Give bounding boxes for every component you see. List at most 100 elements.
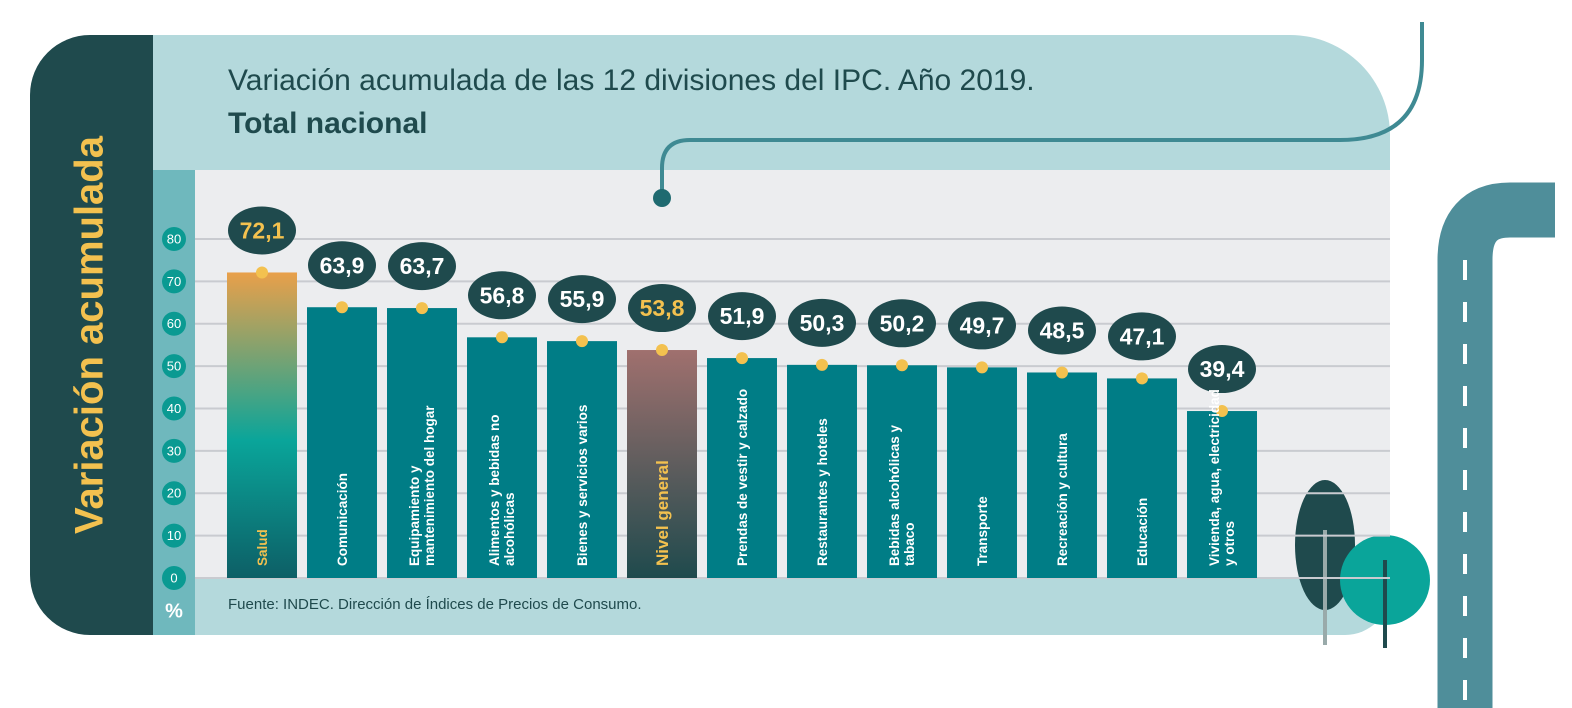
value-label: 63,7 (400, 253, 445, 279)
y-tick-marker (162, 566, 186, 590)
x-tick-label: Comunicación (307, 382, 377, 572)
chart-subtitle: Total nacional (228, 107, 427, 140)
bar (627, 350, 697, 578)
value-label: 39,4 (1200, 356, 1245, 382)
y-tick-label: 70 (167, 274, 181, 289)
value-badge (388, 242, 456, 291)
y-tick-label: 20 (167, 486, 181, 501)
x-tick-label: Alimentos y bebidas no alcohólicas (467, 382, 537, 572)
bar-top-dot (656, 344, 668, 357)
value-label: 53,8 (640, 295, 685, 321)
value-label: 56,8 (480, 282, 525, 308)
value-label: 50,2 (880, 310, 925, 336)
bar (1107, 378, 1177, 578)
bar (707, 358, 777, 578)
x-tick-label: Restaurantes y hoteles (787, 382, 857, 572)
bar (467, 337, 537, 578)
bar (307, 307, 377, 578)
y-tick-marker (162, 311, 186, 336)
x-tick-label: Salud (227, 382, 297, 572)
bar-top-dot (1216, 405, 1228, 418)
value-badge (628, 284, 696, 333)
x-tick-label: Vivienda, agua, electricidad y otros (1187, 382, 1257, 572)
value-badge (308, 241, 376, 290)
value-label: 47,1 (1120, 323, 1165, 349)
category-text: Restaurantes y hoteles (814, 418, 830, 566)
value-badge (228, 206, 296, 255)
category-text: Recreación y cultura (1054, 433, 1070, 566)
bar-top-dot (896, 359, 908, 372)
bar-top-dot (336, 301, 348, 314)
y-tick-marker (162, 269, 186, 294)
value-label: 55,9 (560, 286, 605, 312)
value-badge (868, 299, 936, 348)
y-tick-label: 60 (167, 316, 181, 331)
value-badge (788, 298, 856, 347)
source: Fuente: INDEC. Dirección de Índices de P… (228, 596, 642, 613)
bar (547, 341, 617, 578)
decor-line (660, 22, 1424, 196)
bar-top-dot (1136, 372, 1148, 385)
y-tick-marker (162, 523, 186, 548)
value-badge (1108, 312, 1176, 361)
bar-top-dot (256, 266, 268, 279)
side-band (30, 35, 153, 635)
category-text: Bebidas alcohólicas y tabaco (887, 424, 917, 566)
category-text: Comunicación (334, 472, 350, 566)
decor-dot (653, 189, 671, 207)
value-badge (468, 271, 536, 320)
x-tick-label: Prendas de vestir y calzado (707, 382, 777, 572)
bar (1187, 411, 1257, 578)
bar (1027, 372, 1097, 578)
y-tick-label: 0 (170, 570, 177, 585)
chart-title: Variación acumulada de las 12 divisiones… (228, 64, 1035, 97)
x-tick-label: Bebidas alcohólicas y tabaco (867, 382, 937, 572)
road (1437, 182, 1555, 708)
x-tick-label: Equipamiento y mantenimiento del hogar (387, 382, 457, 572)
value-badge (548, 275, 616, 324)
y-tick-marker (162, 227, 186, 251)
y-axis-title: Variación acumulada (68, 135, 112, 534)
bar-top-dot (576, 335, 588, 348)
value-label: 72,1 (240, 218, 285, 244)
value-badge (1028, 306, 1096, 355)
bar-top-dot (976, 361, 988, 374)
y-tick-label: 50 (167, 359, 181, 374)
bar (227, 272, 297, 578)
y-tick-label: 40 (167, 401, 181, 416)
bar (867, 365, 937, 578)
y-tick-marker (162, 481, 186, 506)
bar-top-dot (1056, 366, 1068, 379)
x-tick-label: Recreación y cultura (1027, 382, 1097, 572)
y-tick-label: 80 (167, 231, 181, 246)
value-label: 48,5 (1040, 318, 1085, 344)
bar (387, 308, 457, 578)
y-tick-marker (162, 438, 186, 463)
value-badge (1188, 345, 1256, 394)
y-tick-label: 30 (167, 443, 181, 458)
value-badge (948, 301, 1016, 350)
value-label: 51,9 (720, 303, 765, 329)
value-label: 50,3 (800, 310, 845, 336)
category-text: Educación (1134, 497, 1150, 566)
y-tick-marker (162, 354, 186, 379)
x-tick-label: Bienes y servicios varios (547, 382, 617, 572)
category-text: Nivel general (652, 460, 672, 566)
category-text: Salud (254, 529, 270, 566)
y-tick-label: 10 (167, 528, 181, 543)
category-text: Bienes y servicios varios (574, 404, 590, 566)
bar-top-dot (816, 358, 828, 371)
value-label: 63,9 (320, 252, 365, 278)
y-tick-marker (162, 396, 186, 421)
value-label: 49,7 (960, 312, 1005, 338)
category-text: Alimentos y bebidas no alcohólicas (487, 414, 517, 566)
category-text: Transporte (974, 496, 990, 566)
bar-top-dot (416, 302, 428, 315)
x-tick-label: Educación (1107, 382, 1177, 572)
x-tick-label: Transporte (947, 382, 1017, 572)
y-unit: % (165, 600, 183, 622)
value-badge (708, 292, 776, 341)
category-text: Vivienda, agua, electricidad y otros (1207, 389, 1237, 566)
